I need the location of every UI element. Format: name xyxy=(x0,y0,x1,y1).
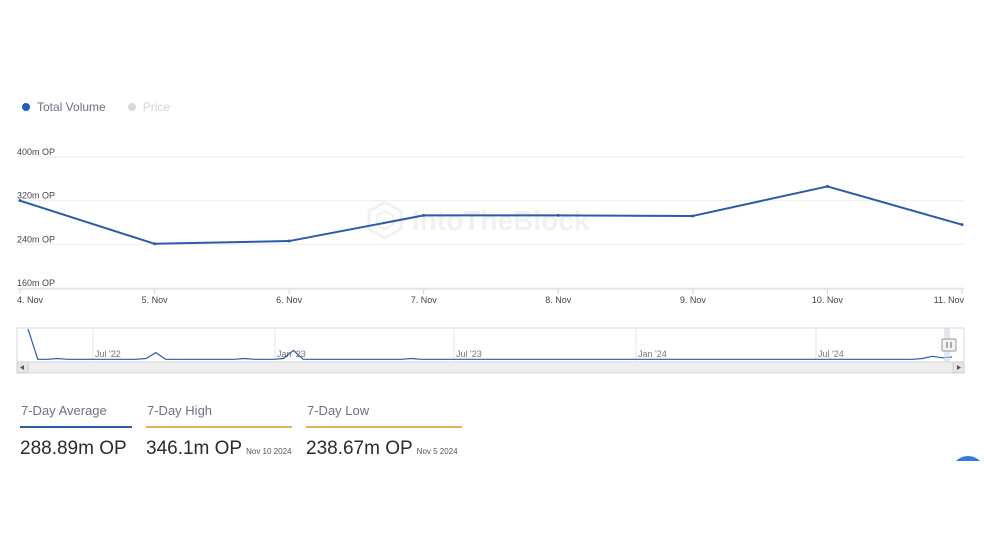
x-tick-label: 4. Nov xyxy=(17,295,44,305)
x-tick-label: 10. Nov xyxy=(812,295,844,305)
stat-7-day-low: 7-Day Low 238.67m OP Nov 5 2024 xyxy=(306,400,462,460)
arrow-left-icon xyxy=(20,365,24,370)
navigator-label: Jan '24 xyxy=(638,349,667,359)
navigator-label: Jul '22 xyxy=(95,349,121,359)
main-line-chart: IntoTheBlock 400m OP 320m OP 240m OP 160m O… xyxy=(17,147,965,305)
legend-dot-icon xyxy=(22,103,30,111)
navigator-series-line xyxy=(27,328,953,360)
x-tick-label: 8. Nov xyxy=(545,295,572,305)
navigator-scrollbar[interactable] xyxy=(16,361,965,374)
stat-label: 7-Day Low xyxy=(306,400,462,428)
scroll-right-button[interactable] xyxy=(952,361,965,374)
navigator-chart[interactable]: Jul '22 Jan '23 Jul '23 Jan '24 Jul '24 xyxy=(0,325,984,377)
data-point[interactable] xyxy=(153,242,157,246)
navigator-handle[interactable] xyxy=(941,338,957,352)
x-tick-label: 9. Nov xyxy=(680,295,707,305)
legend-dot-icon xyxy=(127,103,136,111)
x-tick-label: 5. Nov xyxy=(142,295,169,305)
y-tick-label: 320m OP xyxy=(17,191,55,201)
y-tick-label: 400m OP xyxy=(17,147,55,157)
scroll-left-button[interactable] xyxy=(16,361,29,374)
chart-legend: Total Volume Price xyxy=(22,100,170,114)
data-point[interactable] xyxy=(960,223,964,227)
watermark-logo-icon xyxy=(367,200,403,240)
navigator-label: Jul '24 xyxy=(818,349,844,359)
stat-label: 7-Day High xyxy=(146,400,292,428)
data-point[interactable] xyxy=(422,213,426,217)
legend-label: Price xyxy=(142,100,171,114)
stat-label: 7-Day Average xyxy=(20,400,132,428)
stats-summary: 7-Day Average 288.89m OP 7-Day High 346.… xyxy=(20,400,462,460)
navigator-frame xyxy=(16,327,965,363)
stat-7-day-average: 7-Day Average 288.89m OP xyxy=(20,400,132,460)
legend-label: Total Volume xyxy=(37,100,106,114)
legend-item-price[interactable]: Price xyxy=(127,100,171,114)
watermark-text: IntoTheBlock xyxy=(412,205,590,236)
x-tick-label: 7. Nov xyxy=(411,295,438,305)
navigator-label: Jan '23 xyxy=(277,349,306,359)
x-tick-label: 11. Nov xyxy=(934,295,965,305)
y-tick-label: 240m OP xyxy=(17,234,55,244)
data-point[interactable] xyxy=(825,184,829,188)
arrow-right-icon xyxy=(957,365,961,370)
data-point[interactable] xyxy=(18,199,22,203)
stat-date: Nov 10 2024 xyxy=(246,447,292,456)
stat-7-day-high: 7-Day High 346.1m OP Nov 10 2024 xyxy=(146,400,292,460)
navigator-label: Jul '23 xyxy=(456,349,482,359)
series-line-total-volume xyxy=(19,185,963,245)
data-point[interactable] xyxy=(287,239,291,243)
data-point[interactable] xyxy=(691,214,695,218)
stat-value: 288.89m OP xyxy=(20,438,127,459)
watermark: IntoTheBlock xyxy=(367,200,590,240)
x-tick-label: 6. Nov xyxy=(276,295,303,305)
stat-value: 346.1m OP xyxy=(146,438,243,459)
stat-date: Nov 5 2024 xyxy=(416,447,458,456)
stat-value: 238.67m OP xyxy=(306,438,413,459)
y-tick-label: 160m OP xyxy=(17,278,55,288)
fab-mask xyxy=(940,461,984,501)
data-point[interactable] xyxy=(556,213,560,217)
legend-item-total-volume[interactable]: Total Volume xyxy=(22,100,106,114)
